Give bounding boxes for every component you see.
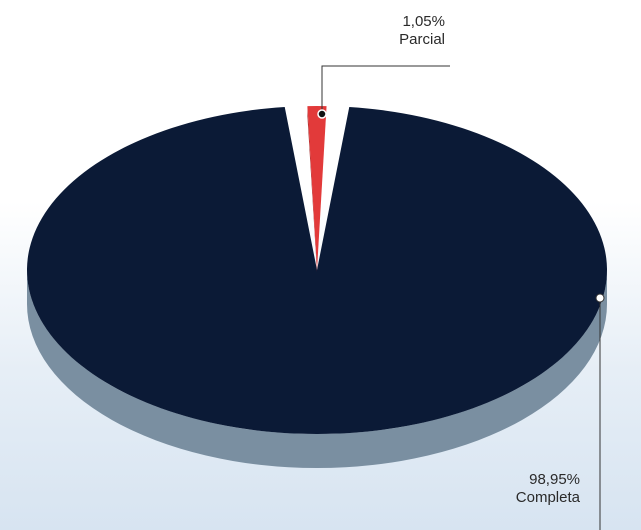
label-complete-name: Completa [515, 489, 580, 506]
label-partial-name: Parcial [399, 31, 445, 48]
label-partial-value: 1,05% [402, 13, 445, 30]
marker-complete [595, 293, 605, 303]
leader-partial [321, 65, 450, 114]
marker-partial [317, 109, 327, 119]
slice-complete-side [27, 270, 607, 468]
slice-partial-side [307, 106, 317, 272]
slice-partial [307, 106, 327, 270]
label-partial: 1,05% Parcial [399, 13, 445, 49]
label-complete-value: 98,95% [529, 471, 580, 488]
label-complete: 98,95% Completa [516, 471, 580, 507]
